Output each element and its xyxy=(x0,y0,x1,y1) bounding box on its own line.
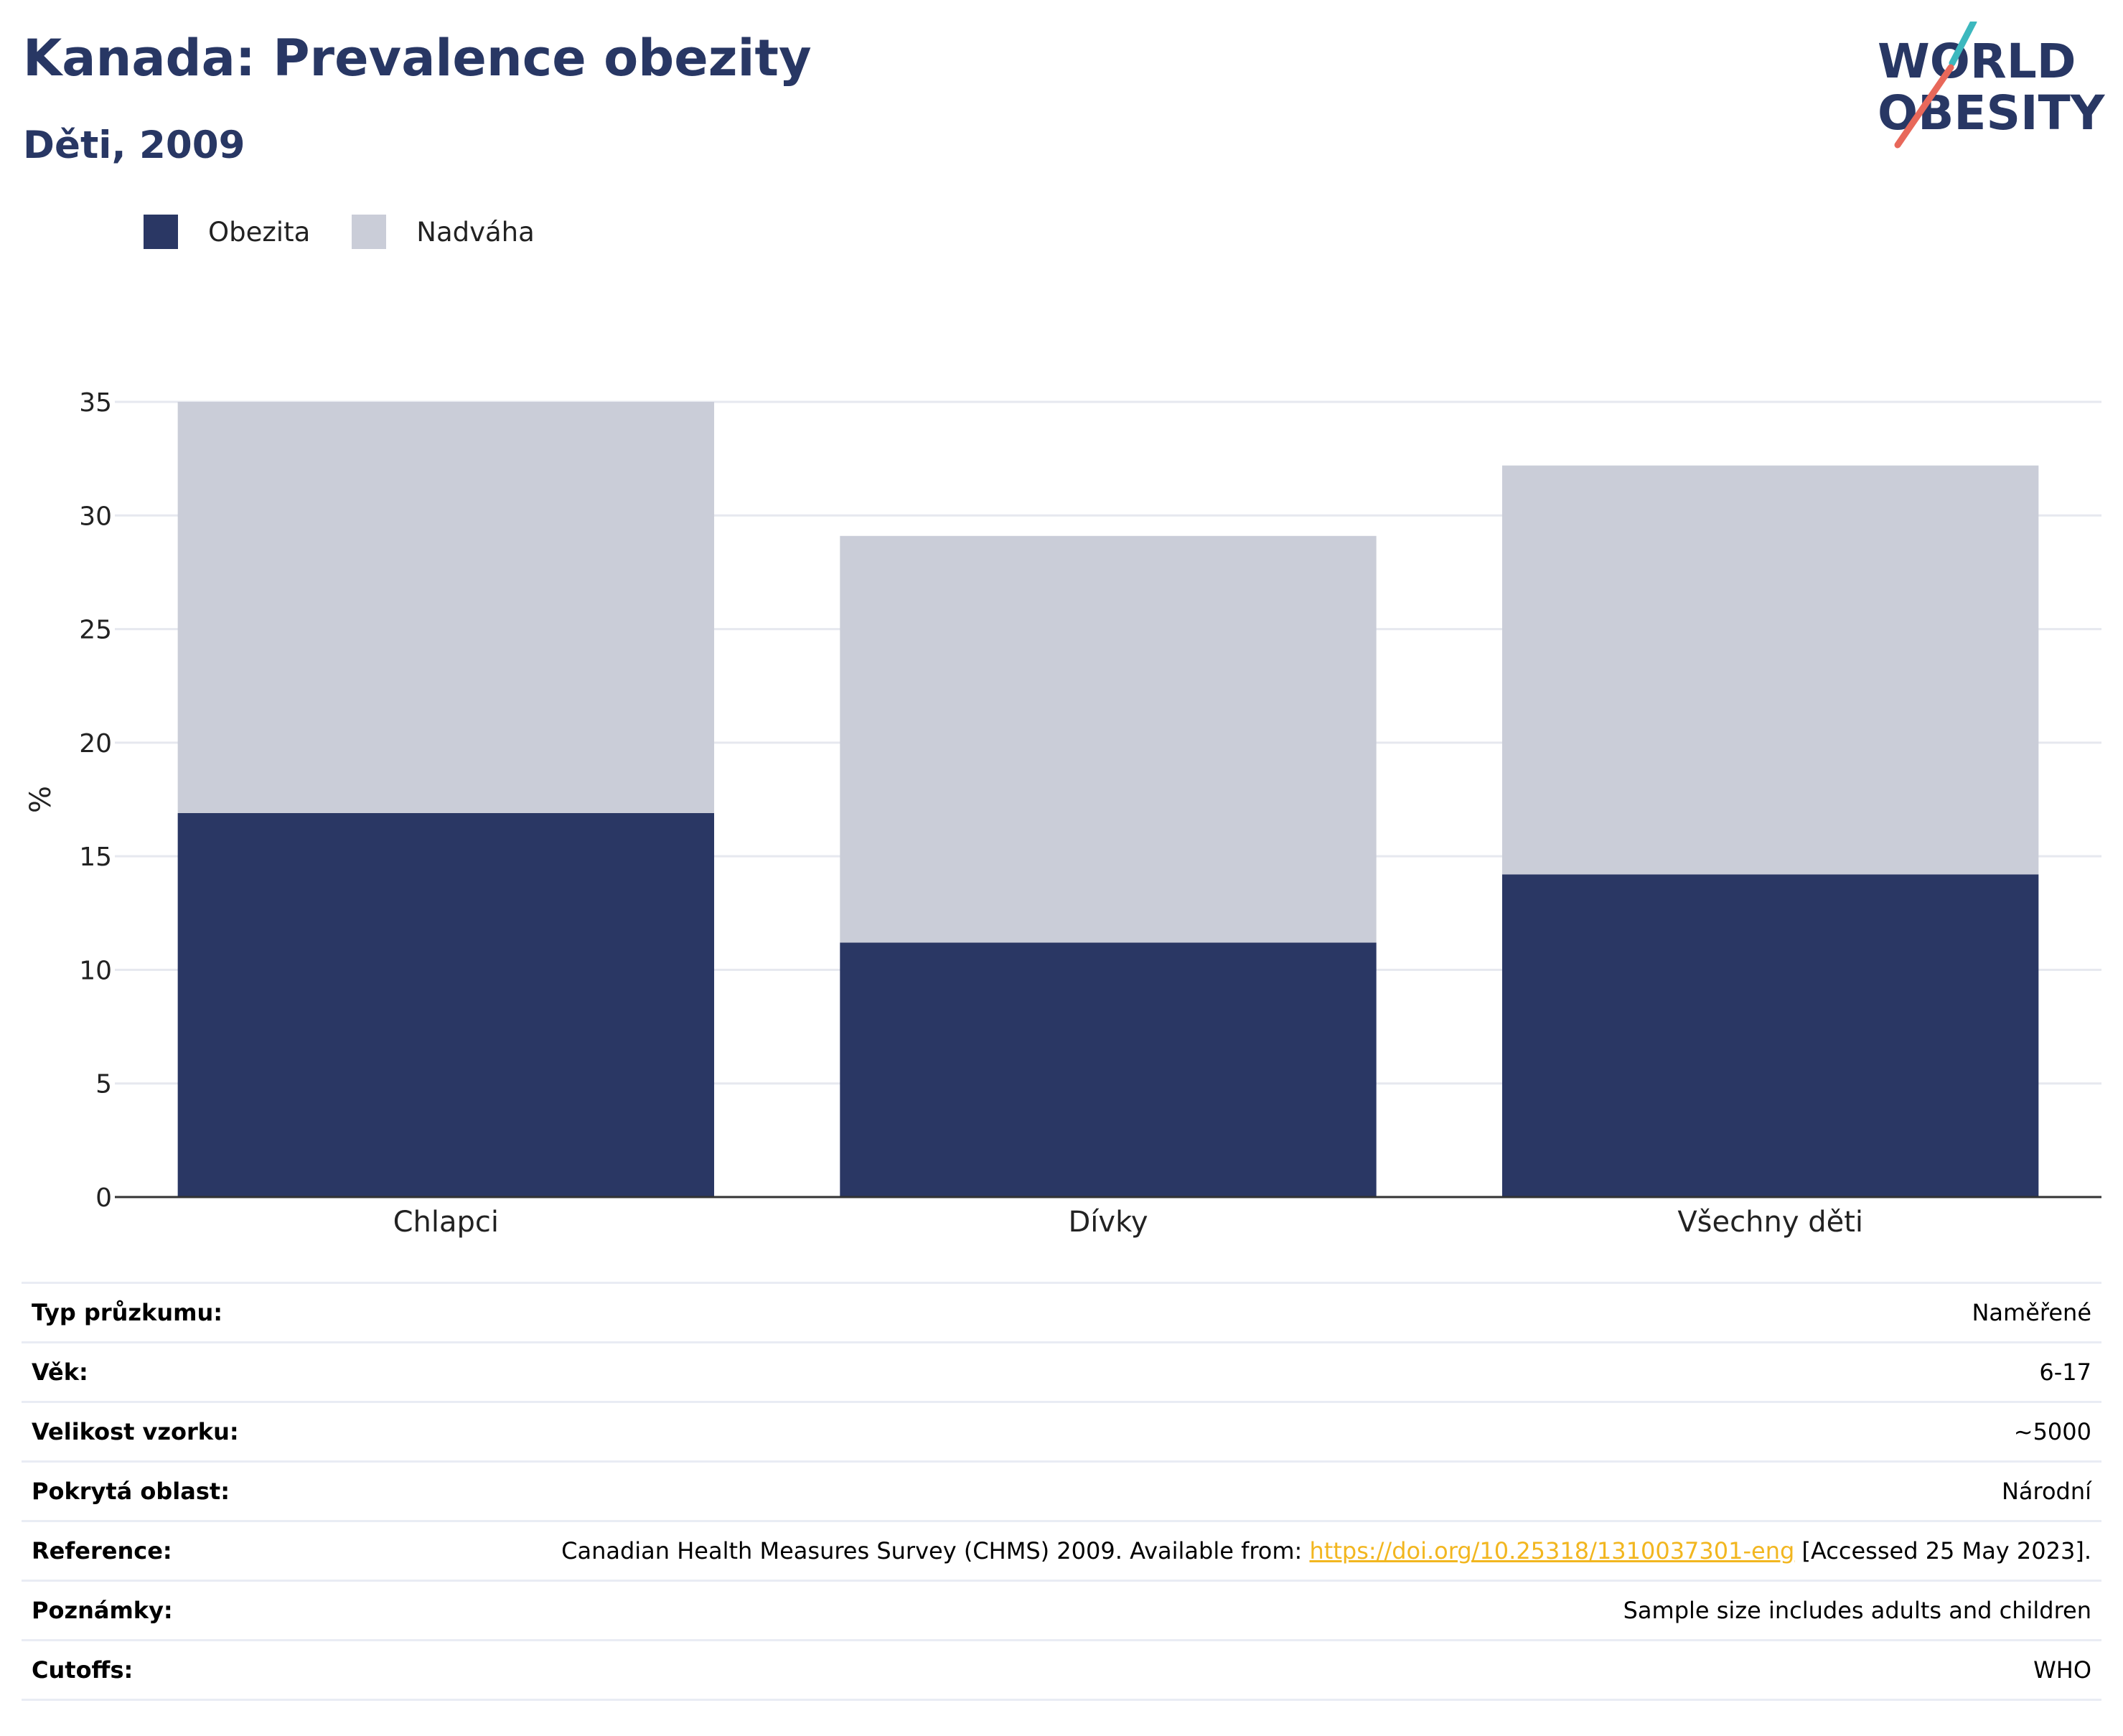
bar-nadváha-2 xyxy=(840,535,1377,943)
legend-label-nadvaha: Nadváha xyxy=(416,216,535,248)
row-value: Národní xyxy=(287,1460,2101,1521)
y-axis-label: % xyxy=(24,786,57,813)
logo-text-world: WORLD xyxy=(1878,34,2076,89)
row-label: Typ průzkumu: xyxy=(22,1282,288,1343)
y-tick-label: 25 xyxy=(79,616,112,645)
legend-swatch-nadvaha xyxy=(352,215,387,249)
table-row: Cutoffs: WHO xyxy=(22,1639,2101,1701)
reference-accessed: [Accessed 25 May 2023]. xyxy=(1794,1537,2091,1564)
table-row: Velikost vzorku: ~5000 xyxy=(22,1401,2101,1462)
reference-link[interactable]: https://doi.org/10.25318/1310037301-eng xyxy=(1309,1537,1795,1564)
chart-title: Kanada: Prevalence obezity xyxy=(23,29,812,88)
row-value: ~5000 xyxy=(287,1401,2101,1462)
x-tick-label: Všechny děti xyxy=(1677,1206,1863,1239)
logo-slash-teal xyxy=(1949,22,1977,67)
legend-label-obezita: Obezita xyxy=(208,216,311,248)
y-tick-label: 10 xyxy=(79,956,112,985)
y-tick-label: 20 xyxy=(79,729,112,759)
y-tick-label: 15 xyxy=(79,843,112,872)
bar-obezita-2 xyxy=(840,942,1377,1197)
table-row: Věk: 6-17 xyxy=(22,1341,2101,1402)
row-label: Reference: xyxy=(22,1520,288,1581)
table-row: Pokrytá oblast: Národní xyxy=(22,1460,2101,1521)
table-row: Typ průzkumu: Naměřené xyxy=(22,1282,2101,1343)
legend: Obezita Nadváha xyxy=(144,214,576,250)
chart-subtitle: Děti, 2009 xyxy=(23,123,245,167)
y-tick-label: 5 xyxy=(95,1070,112,1099)
y-tick-label: 30 xyxy=(79,502,112,531)
row-label: Věk: xyxy=(22,1341,288,1402)
row-label: Velikost vzorku: xyxy=(22,1401,288,1462)
table-row: Reference: Canadian Health Measures Surv… xyxy=(22,1520,2101,1581)
row-value: WHO xyxy=(287,1639,2101,1701)
bar-nadváha-3 xyxy=(1501,465,2039,875)
survey-details-table: Typ průzkumu: Naměřené Věk: 6-17 Velikos… xyxy=(22,1282,2101,1701)
table-row: Poznámky: Sample size includes adults an… xyxy=(22,1580,2101,1641)
logo-text-obesity: OBESITY xyxy=(1878,85,2106,141)
legend-swatch-obezita xyxy=(144,215,178,249)
bar-chart: 0 5 10 15 20 25 30 35% Chlapci Dívky Všechny děti xyxy=(24,388,2101,1239)
x-tick-label: Chlapci xyxy=(393,1206,499,1239)
legend-item-nadvaha: Nadváha xyxy=(352,215,535,249)
row-label: Pokrytá oblast: xyxy=(22,1460,288,1521)
row-label: Poznámky: xyxy=(22,1580,288,1641)
bar-obezita-1 xyxy=(177,812,715,1197)
row-value: 6-17 xyxy=(287,1341,2101,1402)
legend-item-obezita: Obezita xyxy=(144,215,310,249)
logo-slash-coral xyxy=(1894,64,1954,149)
y-tick-label: 35 xyxy=(79,388,112,418)
bar-nadváha-1 xyxy=(177,402,715,813)
reference-text: Canadian Health Measures Survey (CHMS) 2… xyxy=(561,1537,1310,1564)
row-value: Sample size includes adults and children xyxy=(287,1580,2101,1641)
bar-obezita-3 xyxy=(1501,874,2039,1197)
x-tick-label: Dívky xyxy=(1069,1206,1148,1239)
row-value: Canadian Health Measures Survey (CHMS) 2… xyxy=(287,1520,2101,1581)
world-obesity-logo: WORLD OBESITY xyxy=(1878,22,2106,149)
y-tick-label: 0 xyxy=(95,1183,112,1213)
row-value: Naměřené xyxy=(287,1282,2101,1343)
row-label: Cutoffs: xyxy=(22,1639,288,1701)
